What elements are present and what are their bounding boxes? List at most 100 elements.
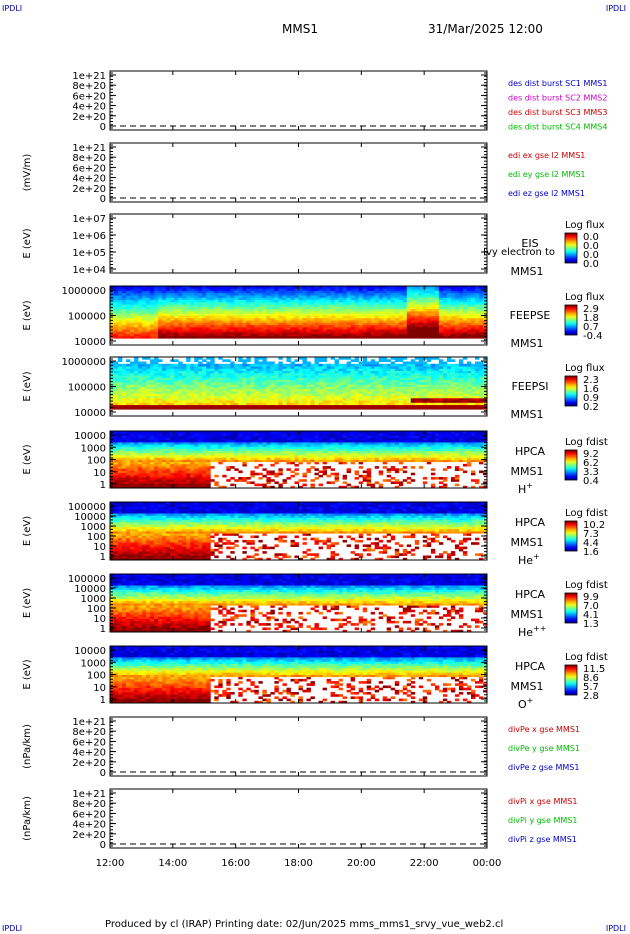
- spectrogram-cell: [126, 442, 131, 445]
- spectrogram-cell: [166, 299, 171, 303]
- spectrogram-cell: [458, 333, 464, 337]
- spectrogram-cell: [430, 329, 436, 332]
- spectrogram-cell: [462, 297, 468, 300]
- spectrogram-cell: [334, 400, 339, 403]
- spectrogram-cell: [110, 311, 115, 314]
- spectrogram-cell: [402, 397, 408, 401]
- spectrogram-cell: [466, 377, 472, 381]
- spectrogram-cell: [246, 315, 251, 319]
- spectrogram-cell: [434, 335, 440, 339]
- spectrogram-cell: [394, 391, 400, 394]
- spectrogram-cell: [190, 286, 195, 289]
- spectrogram-cell: [222, 286, 227, 289]
- spectrogram-cell: [174, 481, 179, 484]
- spectrogram-cell: [210, 335, 215, 339]
- spectrogram-cell: [154, 442, 159, 445]
- spectrogram-cell: [410, 391, 416, 394]
- spectrogram-cell: [483, 395, 488, 399]
- spectrogram-cell: [154, 315, 159, 319]
- spectrogram-cell: [334, 304, 339, 307]
- y-tick-label: 1e+05: [72, 248, 106, 259]
- spectrogram-cell: [382, 400, 388, 403]
- spectrogram-cell: [242, 370, 247, 374]
- spectrogram-cell: [262, 386, 267, 390]
- spectrogram-cell: [126, 470, 131, 474]
- spectrogram-cell: [462, 357, 468, 360]
- spectrogram-cell: [166, 311, 171, 314]
- spectrogram-cell: [394, 326, 400, 330]
- spectrogram-cell: [274, 335, 279, 339]
- spectrogram-cell: [190, 315, 195, 319]
- spectrogram-cell: [306, 335, 311, 339]
- spectrogram-cell: [270, 286, 275, 289]
- spectrogram-cell: [222, 404, 227, 408]
- spectrogram-cell: [358, 304, 364, 307]
- spectrogram-cell: [138, 295, 143, 298]
- spectrogram-cell: [414, 388, 420, 392]
- spectrogram-cell: [438, 397, 444, 401]
- spectrogram-cell: [342, 395, 347, 399]
- spectrogram-cell: [198, 361, 203, 365]
- spectrogram-cell: [402, 386, 408, 390]
- spectrogram-cell: [142, 301, 147, 305]
- spectrogram-cell: [254, 363, 259, 367]
- spectrogram-cell: [254, 384, 259, 387]
- spectrogram-cell: [254, 386, 259, 390]
- spectrogram-cell: [398, 292, 404, 296]
- spectrogram-cell: [190, 288, 195, 291]
- spectrogram-cell: [262, 335, 267, 339]
- spectrogram-cell: [306, 377, 311, 381]
- spectrogram-cell: [434, 326, 440, 330]
- spectrogram-cell: [154, 361, 159, 365]
- spectrogram-cell: [310, 301, 315, 305]
- spectrogram-cell: [475, 395, 480, 399]
- spectrogram-cell: [394, 311, 400, 314]
- spectrogram-cell: [430, 320, 436, 323]
- spectrogram-cell: [146, 372, 151, 376]
- spectrogram-cell: [270, 297, 275, 300]
- spectrogram-cell: [458, 397, 464, 401]
- spectrogram-cell: [126, 368, 131, 371]
- spectrogram-cell: [170, 452, 175, 456]
- spectrogram-cell: [294, 335, 299, 339]
- spectrogram-cell: [306, 317, 311, 321]
- spectrogram-cell: [206, 304, 211, 307]
- spectrogram-cell: [222, 384, 227, 387]
- spectrogram-cell: [466, 311, 472, 314]
- spectrogram-cell: [250, 393, 255, 396]
- spectrogram-cell: [426, 324, 432, 328]
- spectrogram-cell: [394, 357, 400, 360]
- spectrogram-cell: [314, 329, 319, 332]
- spectrogram-cell: [134, 437, 139, 441]
- spectrogram-cell: [194, 370, 199, 374]
- spectrogram-cell: [410, 333, 416, 337]
- spectrogram-cell: [370, 397, 376, 401]
- spectrogram-cell: [430, 315, 436, 319]
- spectrogram-cell: [170, 301, 175, 305]
- spectrogram-cell: [230, 286, 235, 289]
- spectrogram-cell: [430, 366, 436, 369]
- spectrogram-cell: [426, 286, 432, 289]
- spectrogram-cell: [158, 388, 163, 392]
- spectrogram-cell: [454, 391, 460, 394]
- spectrogram-cell: [270, 290, 275, 294]
- spectrogram-cell: [274, 308, 279, 312]
- spectrogram-cell: [134, 406, 139, 410]
- spectrogram-cell: [422, 301, 428, 305]
- spectrogram-cell: [282, 397, 287, 401]
- spectrogram-cell: [334, 366, 339, 369]
- spectrogram-cell: [138, 483, 143, 487]
- spectrogram-cell: [258, 292, 263, 296]
- spectrogram-cell: [114, 477, 119, 480]
- spectrogram-cell: [346, 329, 351, 332]
- spectrogram-cell: [158, 335, 163, 339]
- spectrogram-cell: [422, 370, 428, 374]
- spectrogram-cell: [274, 324, 279, 328]
- spectrogram-cell: [342, 335, 347, 339]
- spectrogram-cell: [342, 290, 347, 294]
- spectrogram-cell: [426, 357, 432, 360]
- spectrogram-cell: [258, 313, 263, 316]
- spectrogram-cell: [262, 308, 267, 312]
- spectrogram-cell: [350, 306, 355, 310]
- spectrogram-cell: [338, 366, 343, 369]
